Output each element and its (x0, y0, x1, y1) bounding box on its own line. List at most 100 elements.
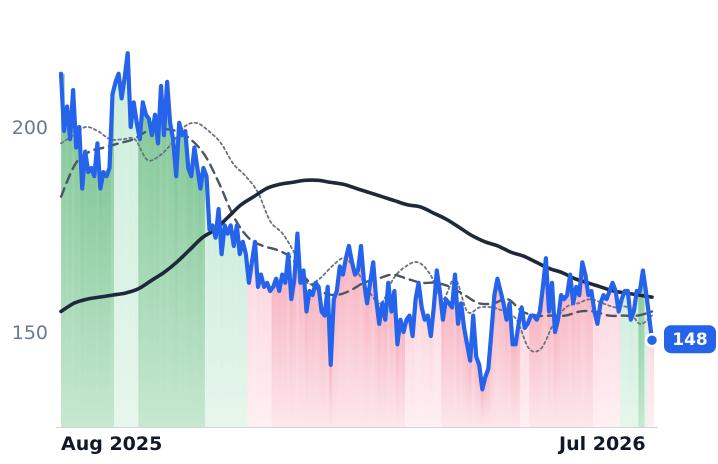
regime-bar (195, 168, 200, 427)
regime-bar (147, 118, 152, 428)
regime-bar (486, 368, 491, 427)
regime-bar (80, 188, 85, 427)
regime-bar (568, 274, 573, 427)
regime-bar (95, 143, 100, 427)
regime-bar (562, 299, 567, 427)
regime-bar (180, 135, 185, 427)
regime-bar (165, 81, 170, 428)
regime-bar (456, 323, 461, 427)
regime-bar (253, 241, 258, 427)
regime-bar (408, 315, 412, 427)
regime-bar (583, 274, 588, 427)
regime-bar (338, 266, 342, 427)
regime-bar (641, 270, 646, 427)
regime-bar (523, 327, 527, 427)
regime-bar (168, 122, 173, 428)
regime-bar (380, 303, 385, 427)
regime-bar (404, 319, 409, 427)
regime-bar (62, 131, 67, 427)
regime-bar (644, 291, 649, 427)
regime-bar (223, 225, 227, 427)
regime-bar (635, 291, 639, 427)
regime-bar (483, 377, 488, 427)
regime-bar (207, 229, 212, 427)
regime-bar (292, 278, 297, 427)
regime-bar (501, 303, 506, 427)
regime-bar (107, 168, 112, 427)
regime-bar (198, 188, 203, 427)
regime-bar (192, 147, 197, 427)
regime-bar (117, 73, 121, 427)
regime-bar (171, 139, 176, 428)
regime-bar (601, 295, 606, 427)
regime-bar (347, 245, 352, 427)
regime-bar (632, 311, 636, 427)
regime-bar (374, 299, 379, 427)
regime-bar (447, 303, 452, 427)
regime-bar (232, 245, 236, 427)
regime-bar (611, 282, 615, 427)
regime-bar (220, 254, 224, 427)
regime-bar (159, 86, 164, 427)
regime-bar (650, 340, 655, 427)
regime-bar (101, 172, 106, 427)
regime-bar (398, 319, 403, 427)
regime-bar (459, 303, 464, 427)
regime-bar (598, 303, 603, 427)
regime-bar (414, 299, 418, 427)
regime-bar (308, 291, 312, 427)
regime-bar (426, 315, 430, 427)
regime-bar (162, 135, 167, 427)
regime-bar (580, 262, 585, 427)
regime-bar (114, 81, 118, 428)
regime-bar (450, 307, 455, 427)
regime-bar (411, 336, 415, 427)
regime-bar (217, 209, 221, 427)
y-tick-label-150: 150 (12, 322, 48, 344)
regime-bar (505, 319, 509, 427)
regime-background (61, 53, 655, 428)
regime-bar (153, 114, 158, 427)
regime-bar (571, 303, 576, 427)
regime-bar (471, 315, 476, 427)
regime-bar (344, 258, 349, 427)
regime-bar (547, 311, 552, 427)
regime-bar (301, 270, 306, 427)
regime-bar (586, 295, 591, 427)
regime-bar (559, 295, 564, 427)
regime-bar (111, 94, 115, 427)
regime-bar (489, 332, 494, 427)
regime-bar (465, 344, 470, 427)
regime-bar (277, 291, 282, 427)
regime-bar (595, 323, 600, 427)
regime-bar (229, 225, 233, 427)
regime-bar (283, 282, 288, 427)
y-tick-label-200: 200 (12, 117, 48, 139)
regime-bar (265, 282, 270, 427)
regime-bar (320, 311, 324, 427)
regime-bar (135, 122, 139, 428)
regime-bar (123, 77, 127, 428)
regime-bar (311, 295, 315, 427)
regime-bar (329, 364, 333, 427)
regime-bar (626, 291, 630, 427)
regime-bar (238, 254, 242, 427)
regime-bar (614, 291, 618, 427)
regime-bar (256, 286, 261, 427)
regime-bar (438, 291, 442, 427)
regime-bar (538, 311, 542, 427)
regime-bar (386, 282, 391, 427)
regime-bar (480, 389, 485, 427)
regime-bar (492, 295, 497, 427)
regime-bar (468, 360, 473, 427)
regime-bar (353, 274, 358, 427)
regime-bar (556, 319, 561, 427)
regime-bar (423, 319, 427, 427)
regime-bar (356, 270, 361, 427)
x-tick-label-aug-2025: Aug 2025 (61, 433, 162, 455)
regime-bar (74, 147, 79, 427)
regime-bar (589, 291, 594, 427)
regime-bar (244, 254, 248, 427)
regime-bar (444, 299, 449, 427)
regime-bar (71, 90, 76, 427)
